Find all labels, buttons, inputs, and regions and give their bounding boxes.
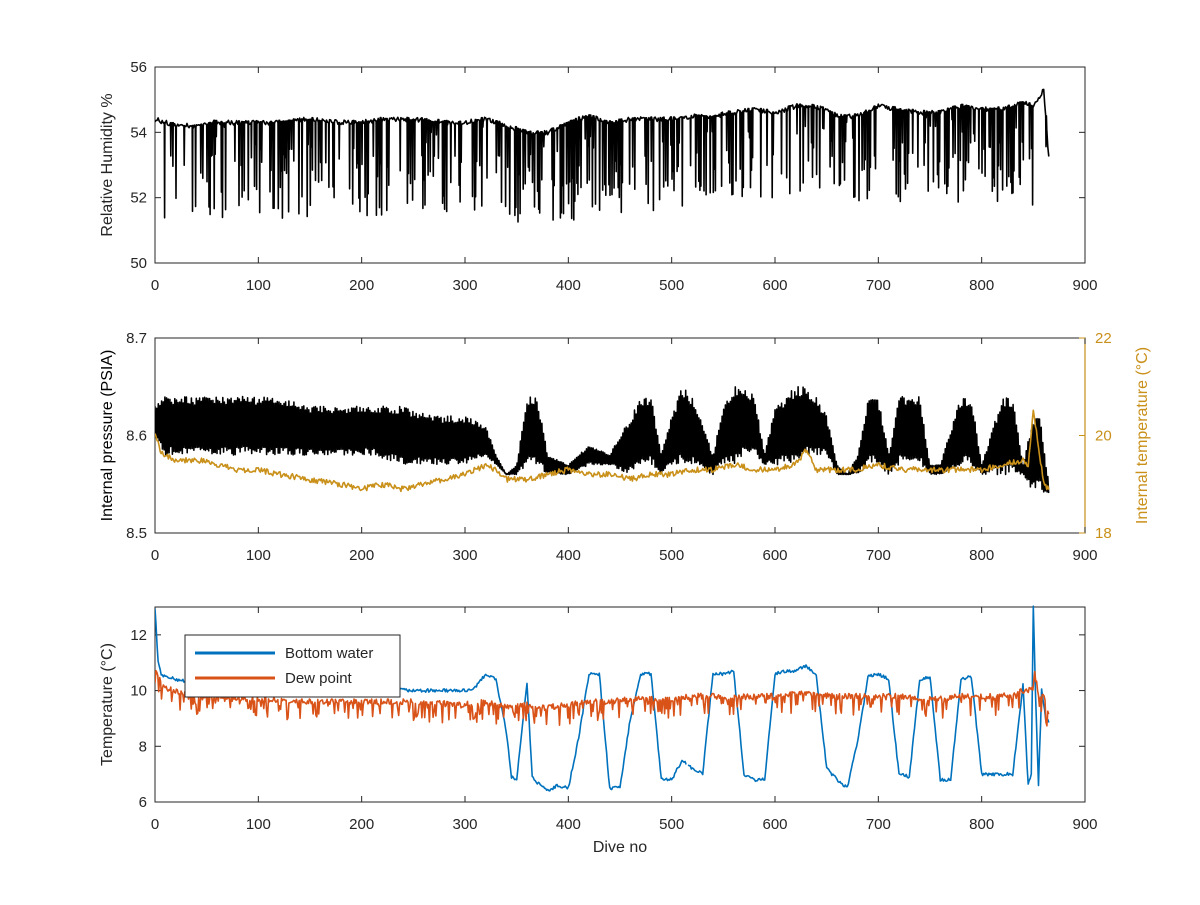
x-tick-label: 400 (556, 816, 581, 833)
x-tick-label: 500 (659, 277, 684, 294)
x-tick-label: 0 (151, 277, 159, 294)
x-tick-label: 100 (246, 277, 271, 294)
x-tick-label: 0 (151, 816, 159, 833)
y2-tick-label: 20 (1095, 428, 1112, 445)
x-tick-label: 600 (762, 277, 787, 294)
x-tick-label: 400 (556, 547, 581, 564)
x-tick-label: 800 (969, 277, 994, 294)
y-tick-label: 12 (130, 627, 147, 644)
x-tick-label: 500 (659, 547, 684, 564)
legend-label: Bottom water (285, 645, 373, 662)
x-tick-label: 700 (866, 816, 891, 833)
x-tick-label: 600 (762, 816, 787, 833)
x-tick-label: 100 (246, 547, 271, 564)
series-line-1-0 (155, 386, 1050, 494)
x-tick-label: 200 (349, 277, 374, 294)
y-tick-label: 10 (130, 683, 147, 700)
x-axis-label: Dive no (593, 839, 647, 856)
y2-tick-label: 18 (1095, 525, 1112, 542)
series-line-0-0 (155, 88, 1050, 223)
x-tick-label: 900 (1072, 816, 1097, 833)
y-axis-label: Temperature (°C) (99, 643, 116, 766)
x-tick-label: 600 (762, 547, 787, 564)
y-tick-label: 52 (130, 190, 147, 207)
x-tick-label: 300 (452, 816, 477, 833)
x-tick-label: 300 (452, 277, 477, 294)
series-line-dew-point (155, 669, 1050, 727)
y2-tick-label: 22 (1095, 330, 1112, 347)
y2-axis-label: Internal temperature (°C) (1134, 347, 1151, 524)
x-tick-label: 700 (866, 547, 891, 564)
x-tick-label: 800 (969, 547, 994, 564)
y-axis-label: Internal pressure (PSIA) (99, 350, 116, 522)
series-line-1-1 (155, 409, 1050, 493)
legend-label: Dew point (285, 670, 353, 687)
y-tick-label: 54 (130, 124, 147, 141)
x-tick-label: 400 (556, 277, 581, 294)
x-tick-label: 0 (151, 547, 159, 564)
x-tick-label: 200 (349, 816, 374, 833)
y-tick-label: 8.7 (126, 330, 147, 347)
x-tick-label: 500 (659, 816, 684, 833)
x-tick-label: 900 (1072, 547, 1097, 564)
y-tick-label: 8.5 (126, 525, 147, 542)
y-tick-label: 56 (130, 59, 147, 76)
panel-3: 0 100 200 300 400 500 600 700 800 900 6 8 10 12 Temper… (99, 605, 1098, 856)
x-tick-label: 800 (969, 816, 994, 833)
x-tick-label: 900 (1072, 277, 1097, 294)
x-tick-label: 200 (349, 547, 374, 564)
legend-box (184, 634, 401, 698)
x-tick-label: 300 (452, 547, 477, 564)
panel-1: 0 100 200 300 400 500 600 700 800 900 50 52 54 56 Rela… (99, 59, 1098, 294)
x-tick-label: 700 (866, 277, 891, 294)
panel-2: 0 100 200 300 400 500 600 700 800 900 8.5 8.6 8.7 18 2… (99, 330, 1151, 564)
y-tick-label: 8.6 (126, 428, 147, 445)
x-tick-label: 100 (246, 816, 271, 833)
y-axis-label: Relative Humidity % (99, 93, 116, 236)
y-tick-label: 6 (139, 794, 147, 811)
y-tick-label: 8 (139, 738, 147, 755)
y-tick-label: 50 (130, 255, 147, 272)
